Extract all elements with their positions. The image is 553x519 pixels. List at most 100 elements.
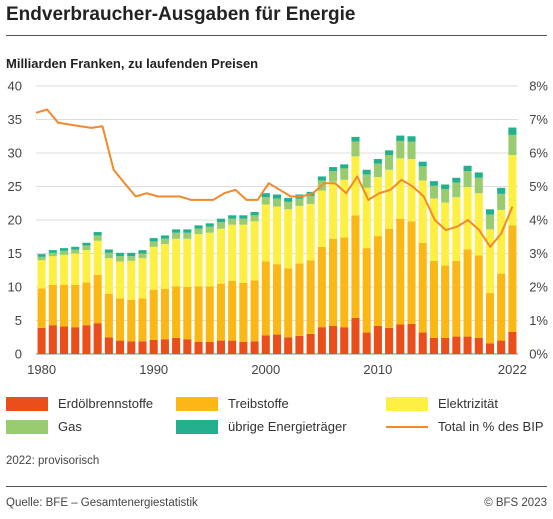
y2-tick-label: 3% <box>529 246 548 261</box>
y-tick-label: 25 <box>8 179 22 194</box>
bar-segment <box>149 246 158 290</box>
bar-segment <box>452 182 461 198</box>
y2-tick-label: 7% <box>529 112 548 127</box>
legend-item-treibstoffe: Treibstoffe <box>176 396 289 411</box>
bar-segment <box>373 163 382 178</box>
legend-swatch <box>176 419 218 434</box>
bar-segment <box>82 245 91 251</box>
bar-segment <box>497 340 506 354</box>
source-note: Quelle: BFE – Gesamtenergiestatistik <box>6 497 198 509</box>
legend-label: Treibstoffe <box>228 396 289 411</box>
bar-segment <box>463 249 472 337</box>
bar-segment <box>149 289 158 340</box>
bar-segment <box>284 209 293 269</box>
bar-segment <box>48 250 57 253</box>
bar-segment <box>228 280 237 341</box>
legend-label: übrige Energieträger <box>228 419 347 434</box>
bar-segment <box>329 238 338 326</box>
legend-item-total-bip: Total in % des BIP <box>386 419 544 434</box>
bar-segment <box>71 284 80 328</box>
bar-segment <box>194 228 203 235</box>
bar-segment <box>429 260 438 338</box>
bar-segment <box>373 177 382 237</box>
bar-segment <box>351 141 360 157</box>
bar-segment <box>485 209 495 215</box>
bar-segment <box>317 327 326 354</box>
y2-tick-label: 6% <box>529 146 548 161</box>
x-tick-label: 2022 <box>498 362 527 377</box>
bar-segment <box>272 194 282 199</box>
bar-segment <box>385 155 394 170</box>
bar-segment <box>37 327 46 354</box>
bar-segment <box>104 293 113 338</box>
bar-segment <box>104 258 113 294</box>
bar-segment <box>407 141 416 160</box>
bar-segment <box>116 340 125 354</box>
bar-segment <box>104 249 113 253</box>
x-tick-label: 1990 <box>139 362 168 377</box>
bar-segment <box>407 221 416 324</box>
bar-segment <box>239 215 248 219</box>
bar-segment <box>216 218 225 223</box>
bar-segment <box>452 336 461 354</box>
bar-segment <box>71 249 80 254</box>
bar-segment <box>160 289 169 340</box>
bar-segment <box>59 326 69 354</box>
bar-segment <box>407 159 416 222</box>
bar-segment <box>485 229 495 294</box>
legend-swatch <box>386 396 428 411</box>
bar-segment <box>172 232 181 239</box>
bar-segment <box>93 274 102 324</box>
bar-segment <box>160 235 169 239</box>
bar-segment <box>48 284 57 326</box>
bar-segment <box>396 140 405 159</box>
bar-segment <box>385 228 394 328</box>
legend-label: Gas <box>58 419 82 434</box>
bar-segment <box>284 201 293 210</box>
bar-segment <box>127 260 136 300</box>
bar-segment <box>418 332 427 354</box>
bar-segment <box>116 252 125 257</box>
x-tick-label: 2000 <box>251 362 280 377</box>
bar-segment <box>306 260 315 334</box>
bar-segment <box>194 234 203 287</box>
bar-segment <box>306 195 315 204</box>
bar-segment <box>172 286 181 338</box>
bar-segment <box>317 176 326 181</box>
bar-segment <box>127 252 136 257</box>
legend-swatch <box>6 419 48 434</box>
bar-segment <box>329 181 338 239</box>
bar-segment <box>329 167 338 172</box>
bar-segment <box>396 324 405 354</box>
bar-segment <box>429 181 438 186</box>
bar-segment <box>329 325 338 354</box>
y-tick-label: 40 <box>8 79 22 94</box>
bar-segment <box>127 341 136 354</box>
bar-segment <box>82 325 91 354</box>
legend-label: Total in % des BIP <box>438 419 544 434</box>
bar-segment <box>474 337 483 354</box>
bar-segment <box>396 135 405 141</box>
legend-swatch <box>176 396 218 411</box>
bar-segment <box>362 169 371 175</box>
bar-segment <box>138 298 147 342</box>
bar-segment <box>172 238 181 287</box>
bar-segment <box>463 187 472 250</box>
y-tick-label: 30 <box>8 146 22 161</box>
bar-segment <box>250 280 259 342</box>
bar-segment <box>250 211 259 216</box>
bar-segment <box>216 340 225 354</box>
bar-segment <box>385 169 394 229</box>
bar-segment <box>373 236 382 326</box>
bar-segment <box>160 339 169 354</box>
bar-segment <box>385 150 394 156</box>
bar-segment <box>194 225 203 229</box>
y2-tick-label: 2% <box>529 280 548 295</box>
bar-segment <box>93 232 102 236</box>
bar-segment <box>474 193 483 256</box>
bar-segment <box>418 242 427 333</box>
bar-segment <box>48 252 57 257</box>
bar-segment <box>205 232 214 287</box>
bar-segment <box>362 174 371 188</box>
bar-segment <box>138 253 147 259</box>
